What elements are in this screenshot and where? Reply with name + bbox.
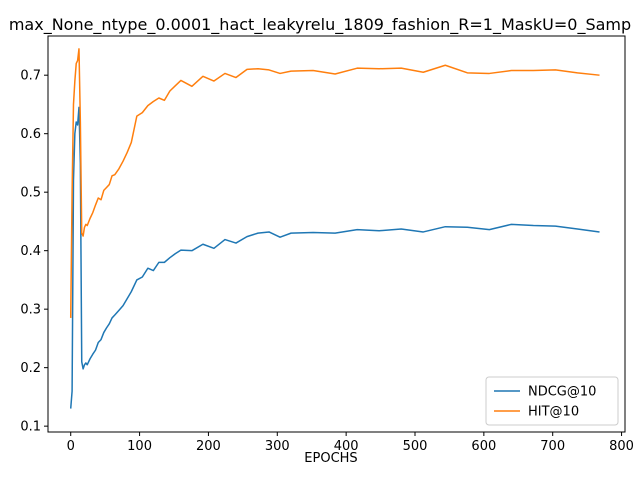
x-axis-title: EPOCHS: [304, 451, 357, 466]
x-axis: 0 100 200 300 400 500 600 700 800: [67, 432, 634, 454]
x-tick-label: 100: [127, 439, 152, 454]
y-tick-label: 0.4: [20, 244, 41, 259]
series-layer: [69, 48, 600, 409]
series-line-0: [69, 106, 600, 409]
y-tick-label: 0.3: [20, 303, 41, 318]
x-tick-label: 800: [609, 439, 634, 454]
x-tick-label: 300: [265, 439, 290, 454]
legend-label-1: HIT@10: [528, 405, 579, 420]
x-tick-label: 0: [67, 439, 75, 454]
y-tick-label: 0.5: [20, 186, 41, 201]
y-tick-label: 0.6: [20, 127, 41, 142]
legend-box: [485, 376, 619, 426]
x-tick-label: 200: [196, 439, 221, 454]
series-line-1: [69, 48, 600, 318]
legend-label-0: NDCG@10: [528, 385, 596, 400]
y-tick-label: 0.2: [20, 361, 41, 376]
x-tick-label: 600: [471, 439, 496, 454]
x-tick-label: 500: [403, 439, 428, 454]
y-axis: 0.1 0.2 0.3 0.4 0.5 0.6 0.7: [20, 69, 48, 435]
chart-title: max_None_ntype_0.0001_hact_leakyrelu_180…: [9, 15, 631, 35]
plot-area: [47, 35, 626, 433]
x-tick-label: 700: [540, 439, 565, 454]
legend: NDCG@10 HIT@10: [485, 376, 619, 426]
y-tick-label: 0.7: [20, 69, 41, 84]
y-tick-label: 0.1: [20, 420, 41, 435]
x-tick-label: 400: [334, 439, 359, 454]
